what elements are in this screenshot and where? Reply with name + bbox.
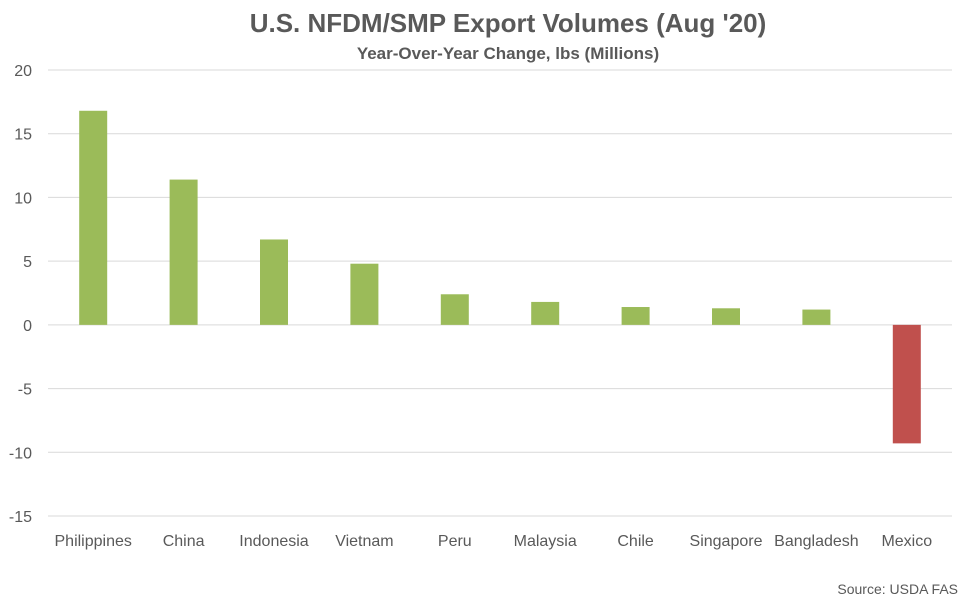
x-category-label: Malaysia [514, 533, 577, 550]
source-note: Source: USDA FAS [837, 581, 958, 597]
x-category-label: China [163, 533, 205, 550]
y-tick-label: -15 [9, 509, 32, 526]
bar-malaysia [531, 301, 560, 325]
y-tick-label: -10 [9, 445, 32, 462]
bar-vietnam [350, 263, 379, 325]
y-tick-label: 15 [14, 127, 32, 144]
y-tick-label: 0 [23, 318, 32, 335]
chart-subtitle: Year-Over-Year Change, lbs (Millions) [356, 44, 660, 63]
y-tick-label: -5 [18, 382, 32, 399]
y-tick-label: 20 [14, 63, 32, 80]
x-category-label: Vietnam [335, 533, 393, 550]
chart-title: U.S. NFDM/SMP Export Volumes (Aug '20) [249, 8, 767, 38]
x-category-label: Chile [617, 533, 654, 550]
bar-indonesia [260, 239, 288, 325]
bar-singapore [712, 308, 740, 325]
x-category-label: Peru [438, 533, 472, 550]
x-category-label: Bangladesh [774, 533, 859, 550]
x-category-label: Indonesia [239, 533, 308, 550]
bar-bangladesh [802, 309, 831, 325]
y-tick-label: 5 [23, 254, 32, 271]
bar-peru [440, 294, 469, 325]
y-tick-label: 10 [14, 190, 32, 207]
bar-chile [621, 307, 650, 325]
x-category-label: Philippines [55, 533, 132, 550]
x-category-label: Mexico [881, 533, 932, 550]
bar-philippines [79, 110, 108, 325]
bar-china [169, 179, 198, 325]
x-category-label: Singapore [690, 533, 763, 550]
bar-mexico [892, 324, 921, 444]
